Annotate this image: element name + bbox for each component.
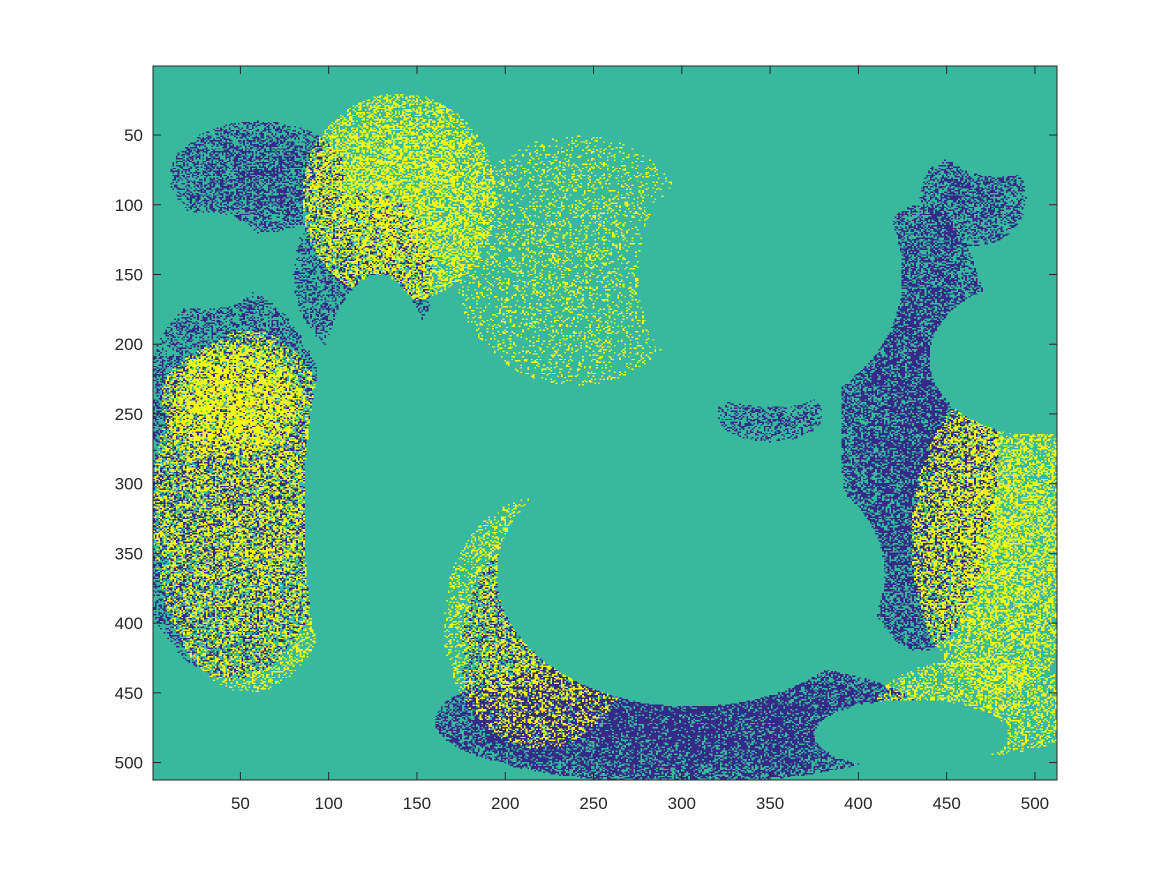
heatmap-raster — [153, 66, 1057, 780]
y-tick-label: 350 — [115, 544, 143, 563]
x-tick-label: 300 — [668, 794, 696, 813]
y-tick-label: 250 — [115, 405, 143, 424]
x-tick-label: 450 — [932, 794, 960, 813]
y-tick-label: 400 — [115, 614, 143, 633]
y-tick-label: 200 — [115, 335, 143, 354]
x-tick-label: 50 — [231, 794, 250, 813]
x-tick-label: 250 — [579, 794, 607, 813]
y-tick-label: 300 — [115, 475, 143, 494]
x-tick-label: 150 — [403, 794, 431, 813]
x-tick-label: 200 — [491, 794, 519, 813]
y-axis: 50 100 150 200 250 300 350 400 450 500 — [115, 126, 1057, 773]
y-tick-label: 450 — [115, 684, 143, 703]
x-tick-label: 500 — [1021, 794, 1049, 813]
y-tick-label: 150 — [115, 265, 143, 284]
x-axis: 50 100 150 200 250 300 350 400 450 500 — [231, 66, 1049, 813]
x-tick-label: 350 — [756, 794, 784, 813]
y-tick-label: 50 — [124, 126, 143, 145]
x-tick-label: 100 — [314, 794, 342, 813]
y-tick-label: 500 — [115, 754, 143, 773]
y-tick-label: 100 — [115, 196, 143, 215]
plot-frame — [152, 65, 1058, 781]
x-tick-label: 400 — [844, 794, 872, 813]
heatmap-image — [153, 66, 1057, 780]
